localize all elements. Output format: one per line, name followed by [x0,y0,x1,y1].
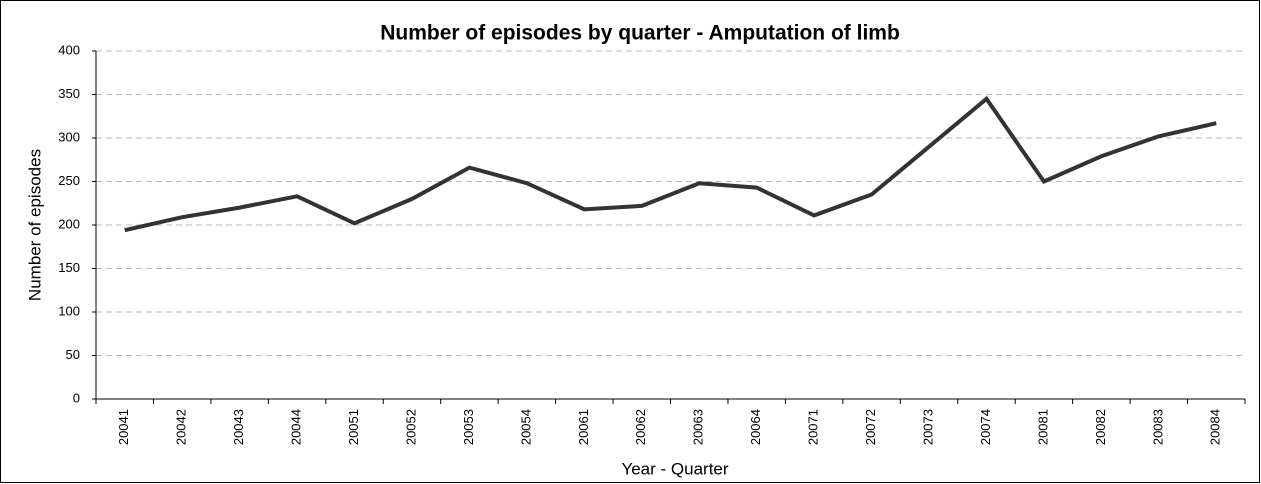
x-tick-label: 20082 [1093,409,1108,445]
x-tick-label: 20041 [116,409,131,445]
y-tick-label: 350 [58,86,80,101]
x-tick-label: 20063 [691,409,706,445]
x-tick-label: 20083 [1150,409,1165,445]
y-tick-label: 150 [58,260,80,275]
x-axis-title: Year - Quarter [621,459,728,478]
x-tick-label: 20064 [748,409,763,445]
x-tick-label: 20051 [346,409,361,445]
x-tick-label: 20061 [576,409,591,445]
y-tick-label: 300 [58,129,80,144]
x-tick-label: 20062 [633,409,648,445]
x-tick-label: 20054 [518,409,533,445]
y-axis-title: Number of episodes [25,149,44,301]
y-tick-label: 250 [58,173,80,188]
chart-title: Number of episodes by quarter - Amputati… [380,22,900,45]
x-tick-label: 20081 [1035,409,1050,445]
x-tick-label: 20073 [920,409,935,445]
y-tick-label: 400 [58,42,80,57]
x-tick-label: 20053 [461,409,476,445]
data-line [124,95,1217,233]
x-tick-label: 20052 [403,409,418,445]
x-tick-label: 20071 [806,409,821,445]
x-tick-label: 20074 [978,409,993,445]
x-tick-label: 20044 [289,409,304,445]
y-tick-label: 100 [58,303,80,318]
y-tick-label: 200 [58,216,80,231]
x-tick-label: 20042 [174,409,189,445]
x-tick-label: 20084 [1208,409,1223,445]
x-tick-label: 20043 [231,409,246,445]
y-tick-label: 0 [73,390,80,405]
y-tick-label: 50 [66,347,80,362]
x-tick-label: 20072 [863,409,878,445]
